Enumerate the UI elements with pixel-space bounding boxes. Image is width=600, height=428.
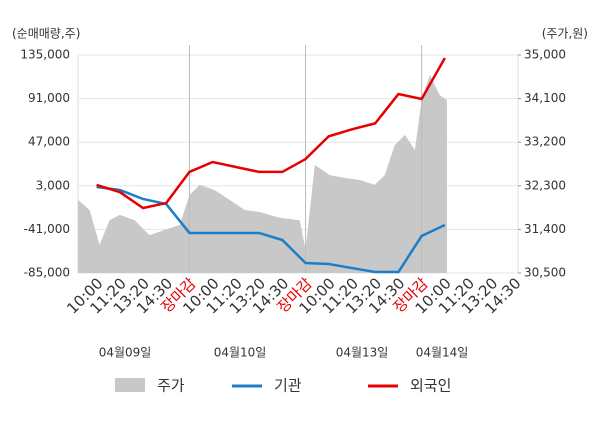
y-tick-label: -41,000 xyxy=(24,222,70,236)
y-tick-label: 91,000 xyxy=(28,91,70,105)
y2-tick-label: 33,200 xyxy=(524,135,566,149)
y-tick-label: -85,000 xyxy=(24,266,70,280)
date-label: 04월13일 xyxy=(336,346,389,360)
price-area xyxy=(78,74,447,274)
legend-label: 기관 xyxy=(274,377,302,395)
y2-tick-label: 30,500 xyxy=(524,266,566,280)
y2-tick-label: 32,300 xyxy=(524,178,566,192)
series-line xyxy=(96,57,446,210)
legend-label: 외국인 xyxy=(410,377,451,395)
date-label: 04월10일 xyxy=(214,346,267,360)
legend-label: 주가 xyxy=(157,377,185,395)
y2-axis-label: (주가,원) xyxy=(542,27,588,41)
y-tick-label: 47,000 xyxy=(28,135,70,149)
y2-tick-label: 31,400 xyxy=(524,222,566,236)
series-line xyxy=(96,185,446,274)
y-tick-label: 135,000 xyxy=(20,48,70,62)
legend-swatch xyxy=(115,378,145,392)
y-axis-label: (순매매량,주) xyxy=(12,27,80,41)
y-tick-label: 3,000 xyxy=(36,178,70,192)
date-label: 04월09일 xyxy=(99,346,152,360)
y2-tick-label: 35,000 xyxy=(524,48,566,62)
y2-tick-label: 34,100 xyxy=(524,91,566,105)
date-label: 04월14일 xyxy=(416,346,469,360)
